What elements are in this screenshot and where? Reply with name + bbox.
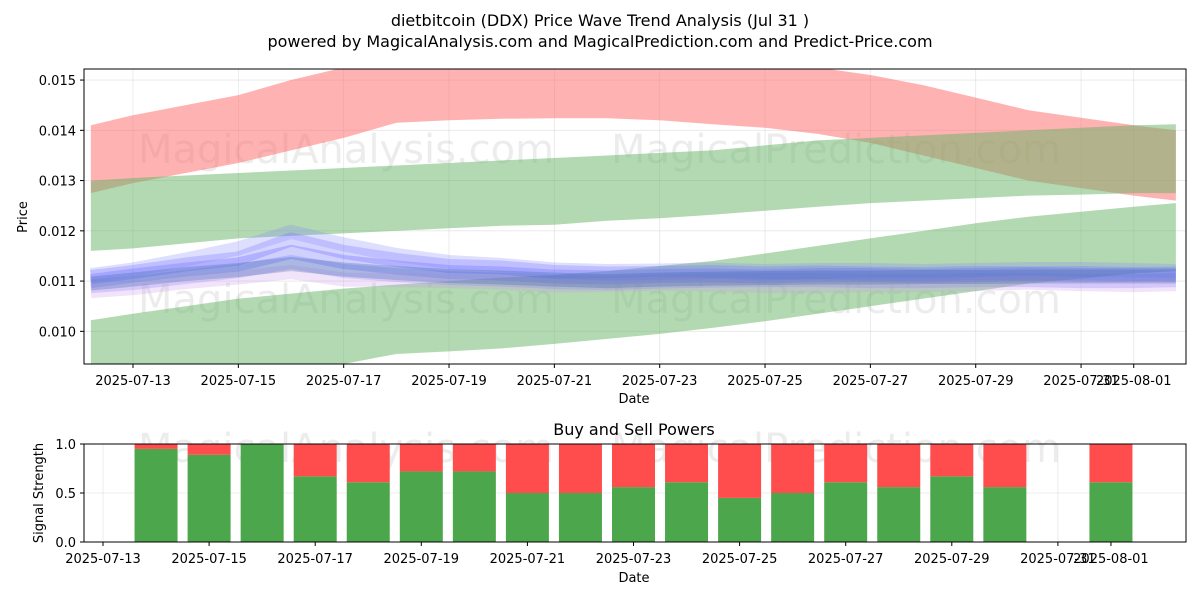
- buy-bar: [771, 493, 815, 542]
- signal-y-tick-label: 1.0: [55, 438, 76, 453]
- sell-bar: [612, 444, 655, 488]
- price-x-tick-label: 2025-07-23: [622, 374, 698, 389]
- price-y-tick-label: 0.011: [39, 275, 76, 290]
- price-plot-frame: [83, 68, 1187, 365]
- sell-bar: [718, 444, 762, 498]
- buy-bar: [452, 471, 496, 542]
- buy-bar: [505, 493, 549, 542]
- buy-bar: [930, 476, 974, 542]
- signal-x-ticks: 2025-07-13 2025-07-15 2025-07-17 2025-07-19…: [65, 542, 1149, 567]
- buy-bar: [134, 448, 178, 542]
- sell-bar: [1089, 444, 1133, 483]
- price-x-tick-label: 2025-07-19: [411, 374, 487, 389]
- wave-1: [90, 232, 1176, 285]
- sell-bar: [930, 444, 974, 477]
- signal-title: Buy and Sell Powers: [553, 420, 715, 439]
- signal-x-tick-label: 2025-07-23: [596, 552, 672, 567]
- sell-bar: [558, 444, 602, 493]
- wave-5: [89, 224, 1177, 282]
- upper-green-band: [90, 124, 1176, 251]
- price-x-tick-label: 2025-07-17: [306, 374, 382, 389]
- lower-green-band: [90, 203, 1176, 364]
- sell-bar: [877, 444, 921, 488]
- buy-bar: [877, 487, 921, 542]
- price-x-tick-label: 2025-07-25: [727, 374, 803, 389]
- signal-x-tick-label: 2025-08-01: [1073, 552, 1149, 567]
- price-x-tick-label: 2025-07-27: [833, 374, 909, 389]
- buy-bar: [983, 487, 1027, 542]
- signal-y-ticks: 0.0 0.5 1.0: [55, 438, 84, 551]
- price-x-tick-label: 2025-07-21: [517, 374, 593, 389]
- price-x-tick-label: 2025-07-31: [1043, 374, 1119, 389]
- sell-bar: [187, 444, 231, 455]
- signal-x-tick-label: 2025-07-25: [702, 552, 778, 567]
- price-waves: [89, 224, 1177, 299]
- buy-bar: [558, 493, 602, 542]
- upper-red-band: [90, 69, 1176, 201]
- price-y-tick-label: 0.014: [39, 124, 76, 139]
- signal-y-label: Signal Strength: [32, 443, 47, 543]
- buy-bar: [612, 487, 655, 542]
- wave-6: [90, 256, 1176, 291]
- sell-bar: [346, 444, 390, 483]
- signal-x-tick-label: 2025-07-31: [1020, 552, 1096, 567]
- price-x-tick-label: 2025-07-15: [201, 374, 277, 389]
- price-x-label: Date: [618, 392, 649, 407]
- sell-bar: [399, 444, 443, 472]
- price-plot: MagicalAnalysis.com MagicalPrediction.co…: [16, 68, 1187, 407]
- chart-title: dietbitcoin (DDX) Price Wave Trend Analy…: [391, 11, 809, 30]
- sell-bar: [505, 444, 549, 493]
- signal-x-tick-label: 2025-07-19: [384, 552, 460, 567]
- buy-bar: [665, 482, 709, 542]
- buy-bar: [346, 482, 390, 542]
- buy-bar: [187, 454, 231, 542]
- wave-2: [89, 244, 1176, 289]
- buy-bar: [240, 444, 284, 542]
- sell-bar: [983, 444, 1027, 488]
- buy-bar: [824, 482, 868, 542]
- signal-y-tick-label: 0.0: [55, 536, 76, 551]
- signal-x-tick-label: 2025-07-21: [490, 552, 566, 567]
- signal-x-label: Date: [618, 571, 649, 586]
- sell-bar: [771, 444, 815, 493]
- price-bands: [90, 69, 1176, 364]
- sell-bar: [824, 444, 868, 483]
- price-y-tick-label: 0.015: [39, 74, 76, 89]
- price-x-tick-label: 2025-07-13: [95, 374, 171, 389]
- price-y-label: Price: [16, 201, 31, 233]
- buy-bar: [1089, 482, 1133, 542]
- signal-y-tick-label: 0.5: [55, 487, 76, 502]
- wave-3: [90, 254, 1177, 294]
- wave-4: [90, 265, 1177, 299]
- buy-bar: [293, 476, 337, 542]
- buy-bar: [718, 497, 762, 542]
- sell-bar: [452, 444, 496, 472]
- signal-x-tick-label: 2025-07-15: [171, 552, 247, 567]
- signal-plot: Buy and Sell Powers MagicalAnalysis.com …: [32, 420, 1187, 586]
- price-y-tick-label: 0.013: [39, 175, 76, 190]
- price-x-tick-label: 2025-08-01: [1096, 374, 1172, 389]
- price-y-tick-label: 0.010: [39, 325, 76, 340]
- signal-x-tick-label: 2025-07-29: [914, 552, 990, 567]
- signal-x-tick-label: 2025-07-13: [65, 552, 141, 567]
- price-x-ticks: 2025-07-13 2025-07-15 2025-07-17 2025-07-19…: [95, 364, 1172, 389]
- price-x-tick-label: 2025-07-29: [938, 374, 1014, 389]
- chart-subtitle: powered by MagicalAnalysis.com and Magic…: [267, 32, 932, 51]
- sell-bar: [665, 444, 709, 483]
- price-y-ticks: 0.010 0.011 0.012 0.013 0.014 0.015: [39, 74, 84, 340]
- signal-x-tick-label: 2025-07-27: [808, 552, 884, 567]
- buy-bar: [399, 471, 443, 542]
- signal-bars: [134, 444, 1133, 542]
- sell-bar: [134, 444, 178, 449]
- sell-bar: [293, 444, 337, 477]
- signal-x-tick-label: 2025-07-17: [277, 552, 353, 567]
- price-y-tick-label: 0.012: [39, 225, 76, 240]
